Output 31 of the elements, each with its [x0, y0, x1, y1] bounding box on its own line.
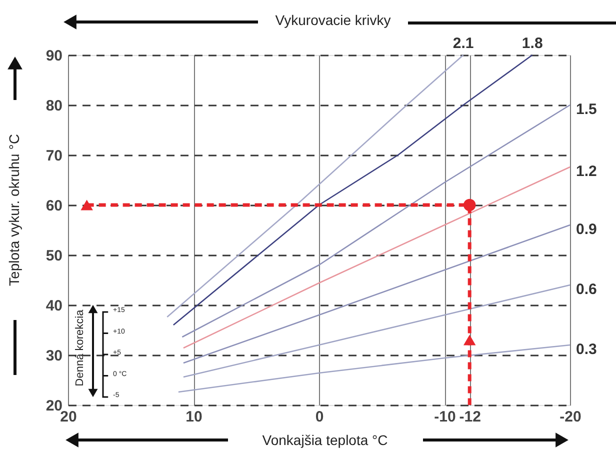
y-tick-label: 80	[46, 98, 62, 114]
x-tick-label: -10	[434, 408, 456, 426]
x-tick-label: 20	[60, 408, 77, 426]
line-series	[166, 54, 464, 318]
series-label: 2.1	[452, 35, 474, 52]
series-label: 1.2	[576, 163, 597, 180]
series-label: 1.5	[576, 101, 597, 118]
line-series	[182, 166, 571, 349]
series-label: 0.6	[576, 281, 597, 298]
y-axis-title: Teplota vykur. okruhu °C	[6, 134, 22, 286]
line-series	[182, 104, 571, 338]
series-label: 0.3	[576, 341, 597, 358]
y-tick-label: 90	[46, 48, 62, 64]
x-tick-label: -12	[459, 408, 481, 426]
chart-title: Vykurovacie krivky	[275, 12, 391, 28]
series-label: 0.9	[576, 221, 597, 238]
y-tick-label: 30	[46, 348, 62, 364]
line-series	[182, 284, 571, 378]
x-tick-label: -20	[560, 408, 582, 426]
y-tick-label: 50	[46, 248, 62, 264]
line-series	[182, 224, 571, 364]
x-tick-label: 10	[186, 408, 202, 426]
y-tick-label: 70	[46, 148, 62, 164]
x-tick-label: 0	[315, 408, 324, 426]
y-tick-label: 60	[46, 198, 62, 214]
annotation: Denná korekcia	[74, 308, 86, 386]
line-series	[172, 54, 533, 326]
x-axis-title: Vonkajšia teplota °C	[262, 432, 388, 448]
y-tick-label: 40	[46, 298, 62, 314]
line-series	[178, 344, 571, 393]
series-label: 1.8	[522, 35, 543, 52]
